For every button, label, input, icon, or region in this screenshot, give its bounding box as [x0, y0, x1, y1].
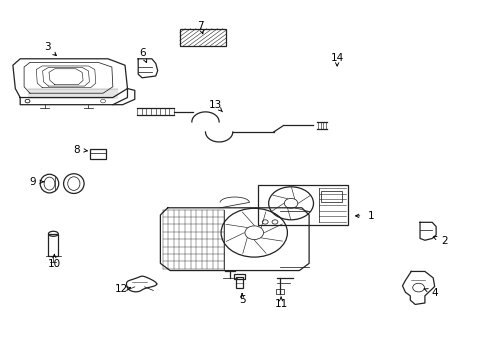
Text: 13: 13	[208, 100, 222, 110]
Bar	[236, 277, 243, 288]
Text: 9: 9	[29, 177, 36, 187]
Bar	[90, 149, 106, 159]
Bar	[275, 289, 283, 294]
Text: 3: 3	[43, 42, 50, 52]
Text: 1: 1	[367, 211, 374, 221]
Bar	[48, 234, 58, 256]
Text: 4: 4	[430, 288, 437, 298]
Bar	[180, 29, 226, 46]
Text: 14: 14	[330, 53, 343, 63]
Text: 6: 6	[139, 48, 145, 58]
Text: 7: 7	[197, 21, 203, 31]
Text: 11: 11	[274, 299, 287, 309]
Text: 8: 8	[73, 144, 80, 154]
Text: 12: 12	[115, 284, 128, 294]
Text: 5: 5	[238, 295, 245, 305]
Text: 10: 10	[48, 259, 61, 269]
Bar	[233, 274, 245, 279]
Bar	[321, 192, 341, 202]
Bar	[257, 185, 347, 225]
Text: 2: 2	[440, 236, 447, 246]
